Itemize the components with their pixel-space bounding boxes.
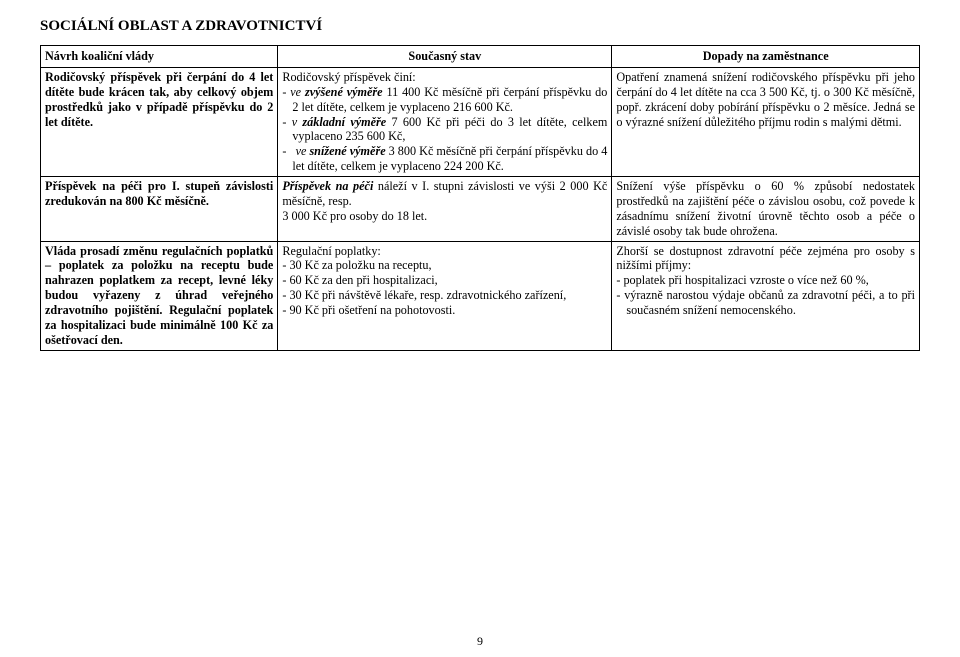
txt: Příspěvek na péči xyxy=(282,179,373,193)
impact-list: poplatek při hospitalizaci vzroste o víc… xyxy=(616,273,915,318)
cell-proposal: Rodičovský příspěvek při čerpání do 4 le… xyxy=(41,67,278,176)
col-header-current: Současný stav xyxy=(278,46,612,68)
txt: snížené výměře xyxy=(309,144,385,158)
txt: zvýšené výměře xyxy=(305,85,383,99)
table-header-row: Návrh koaliční vlády Současný stav Dopad… xyxy=(41,46,920,68)
list-item: 30 Kč při návštěvě lékaře, resp. zdravot… xyxy=(282,288,607,303)
cell-current: Rodičovský příspěvek činí: ve zvýšené vý… xyxy=(278,67,612,176)
txt: ve xyxy=(296,144,310,158)
txt: základní výměře xyxy=(302,115,386,129)
proposal-text: Příspěvek na péči pro I. stupeň závislos… xyxy=(45,179,273,208)
list-item: 60 Kč za den při hospitalizaci, xyxy=(282,273,607,288)
cell-proposal: Vláda prosadí změnu regulačních poplatků… xyxy=(41,241,278,350)
proposal-text: Vláda prosadí změnu regulačních poplatků… xyxy=(45,244,273,347)
current-lead: Regulační poplatky: xyxy=(282,244,607,259)
col-header-proposal: Návrh koaliční vlády xyxy=(41,46,278,68)
table-row: Příspěvek na péči pro I. stupeň závislos… xyxy=(41,177,920,242)
current-lead: Rodičovský příspěvek činí: xyxy=(282,70,607,85)
list-item: výrazně narostou výdaje občanů za zdravo… xyxy=(616,288,915,318)
txt: v xyxy=(292,115,303,129)
table-row: Rodičovský příspěvek při čerpání do 4 le… xyxy=(41,67,920,176)
cell-impact: Opatření znamená snížení rodičovského př… xyxy=(612,67,920,176)
cell-impact: Zhorší se dostupnost zdravotní péče zejm… xyxy=(612,241,920,350)
col-header-impact: Dopady na zaměstnance xyxy=(612,46,920,68)
section-heading: SOCIÁLNÍ OBLAST A ZDRAVOTNICTVÍ xyxy=(40,18,920,35)
cell-proposal: Příspěvek na péči pro I. stupeň závislos… xyxy=(41,177,278,242)
list-item: v základní výměře 7 600 Kč při péči do 3… xyxy=(282,115,607,145)
page-number: 9 xyxy=(0,634,960,649)
cell-current: Příspěvek na péči náleží v I. stupni záv… xyxy=(278,177,612,242)
current-list: 30 Kč za položku na receptu, 60 Kč za de… xyxy=(282,258,607,318)
policy-table: Návrh koaliční vlády Současný stav Dopad… xyxy=(40,45,920,351)
current-p2: 3 000 Kč pro osoby do 18 let. xyxy=(282,209,607,224)
list-item: 30 Kč za položku na receptu, xyxy=(282,258,607,273)
list-item: ve zvýšené výměře 11 400 Kč měsíčně při … xyxy=(282,85,607,115)
txt: ve xyxy=(290,85,305,99)
impact-lead: Zhorší se dostupnost zdravotní péče zejm… xyxy=(616,244,915,274)
cell-impact: Snížení výše příspěvku o 60 % způsobí ne… xyxy=(612,177,920,242)
proposal-text: Rodičovský příspěvek při čerpání do 4 le… xyxy=(45,70,273,129)
cell-current: Regulační poplatky: 30 Kč za položku na … xyxy=(278,241,612,350)
list-item: 90 Kč při ošetření na pohotovosti. xyxy=(282,303,607,318)
list-item: poplatek při hospitalizaci vzroste o víc… xyxy=(616,273,915,288)
current-p1: Příspěvek na péči náleží v I. stupni záv… xyxy=(282,179,607,209)
current-list: ve zvýšené výměře 11 400 Kč měsíčně při … xyxy=(282,85,607,174)
list-item: ve snížené výměře 3 800 Kč měsíčně při č… xyxy=(282,144,607,174)
table-row: Vláda prosadí změnu regulačních poplatků… xyxy=(41,241,920,350)
